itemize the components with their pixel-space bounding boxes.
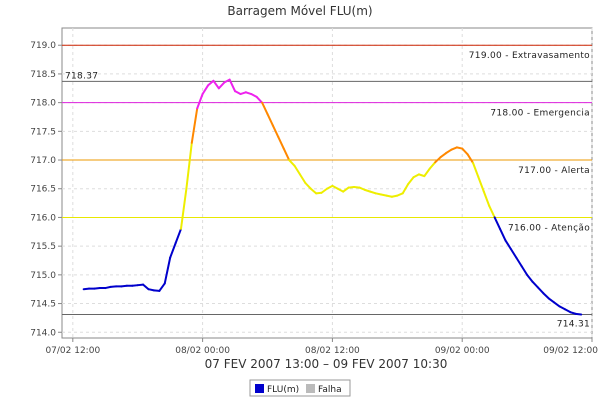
- series-segment: [158, 282, 166, 292]
- series-segment: [234, 90, 242, 96]
- series-segment: [574, 312, 583, 316]
- series-segment: [326, 184, 334, 190]
- series-segment: [271, 124, 280, 139]
- y-tick-label: 717.0: [30, 156, 56, 166]
- threshold-lines: 719.00 - Extravasamento 718.00 - Emergenc…: [62, 44, 592, 329]
- series-segment: [163, 256, 172, 285]
- legend-swatch-flu: [255, 384, 264, 393]
- series-segment: [185, 141, 193, 190]
- series-segment: [536, 286, 545, 295]
- series-segment: [412, 173, 420, 179]
- legend-label-flu: FLU(m): [267, 385, 299, 395]
- series-segment: [250, 93, 258, 98]
- x-tick-label: 09/02 12:00: [543, 346, 598, 356]
- series-segment: [266, 113, 274, 127]
- series-segment: [563, 308, 572, 314]
- series-segment: [515, 256, 523, 268]
- chart-subtitle: 07 FEV 2007 13:00 – 09 FEV 2007 10:30: [205, 357, 448, 371]
- marker-label: 718.37: [65, 71, 98, 81]
- y-tick-label: 717.5: [30, 127, 56, 137]
- series-segment: [217, 81, 226, 90]
- series-segment: [190, 107, 199, 144]
- series-segment: [439, 152, 447, 159]
- series-segment: [520, 265, 529, 276]
- x-tick-label: 08/02 00:00: [175, 346, 230, 356]
- series-segment: [288, 159, 296, 167]
- legend-swatch-falha: [306, 384, 315, 393]
- series-line: [82, 78, 583, 316]
- series-segment: [277, 136, 285, 150]
- series-segment: [169, 242, 177, 259]
- series-segment: [196, 93, 204, 110]
- legend: FLU(m) Falha: [249, 379, 351, 397]
- threshold-label: 718.00 - Emergencia: [490, 109, 590, 119]
- legend-label-falha: Falha: [318, 385, 342, 395]
- threshold-label: 717.00 - Alerta: [518, 166, 590, 176]
- series-segment: [526, 273, 534, 283]
- series-segment: [407, 176, 415, 186]
- y-tick-label: 718.0: [30, 99, 56, 109]
- series-segment: [401, 183, 410, 195]
- plot-area: [61, 27, 593, 339]
- series-segment: [331, 184, 339, 190]
- series-segment: [342, 186, 350, 193]
- series-segment: [482, 190, 491, 207]
- series-segment: [309, 187, 318, 195]
- series-segment: [553, 301, 561, 308]
- chart-title: Barragem Móvel FLU(m): [227, 4, 372, 18]
- series-segment: [212, 79, 220, 90]
- series-segment: [461, 147, 469, 156]
- series-segment: [434, 156, 442, 164]
- y-tick-label: 719.0: [30, 41, 56, 51]
- series-segment: [428, 161, 437, 170]
- series-segment: [558, 305, 566, 311]
- threshold-label: 716.00 - Atenção: [508, 223, 590, 233]
- y-tick-label: 714.0: [30, 328, 56, 338]
- series-segment: [174, 227, 182, 245]
- x-tick-label: 07/02 12:00: [45, 346, 100, 356]
- series-segment: [444, 148, 453, 155]
- series-segment: [493, 216, 502, 230]
- series-segment: [488, 204, 496, 219]
- series-segment: [504, 239, 512, 251]
- y-tick-label: 716.5: [30, 185, 56, 195]
- series-segment: [320, 187, 328, 194]
- series-segment: [509, 248, 518, 259]
- series-segment: [466, 153, 475, 164]
- series-segment: [547, 297, 556, 304]
- x-tick-label: 08/02 12:00: [305, 346, 360, 356]
- series-segment: [142, 283, 150, 291]
- series-segment: [255, 95, 264, 104]
- series-segment: [304, 182, 312, 190]
- series-segment: [282, 147, 291, 162]
- series-segment: [472, 161, 480, 179]
- series-segment: [477, 176, 485, 193]
- marker-label: 714.31: [557, 319, 590, 329]
- series-segment: [499, 227, 507, 242]
- series-segment: [201, 84, 210, 96]
- series-segment: [207, 79, 215, 87]
- series-segment: [531, 280, 539, 289]
- y-axis: 714.0 714.5 715.0 715.5 716.0 716.5 717.0 717.5…: [30, 41, 62, 338]
- series-segment: [179, 187, 188, 230]
- x-tick-label: 09/02 00:00: [435, 346, 490, 356]
- threshold-label: 719.00 - Extravasamento: [469, 51, 590, 61]
- series-segment: [542, 292, 550, 300]
- x-axis: 07/02 12:00 08/02 00:00 08/02 12:00 09/02 0…: [45, 338, 598, 356]
- series-segment: [293, 164, 301, 176]
- y-tick-label: 715.5: [30, 242, 56, 252]
- series-segment: [223, 78, 231, 84]
- series-segment: [298, 173, 307, 184]
- y-tick-label: 714.5: [30, 300, 56, 310]
- series-segment: [261, 101, 269, 116]
- series-segment: [336, 187, 345, 193]
- y-tick-label: 718.5: [30, 70, 56, 80]
- series-segment: [228, 78, 237, 93]
- series-segment: [423, 167, 431, 178]
- y-tick-label: 715.0: [30, 271, 56, 281]
- legend-box: [249, 379, 351, 397]
- y-tick-label: 716.0: [30, 213, 56, 223]
